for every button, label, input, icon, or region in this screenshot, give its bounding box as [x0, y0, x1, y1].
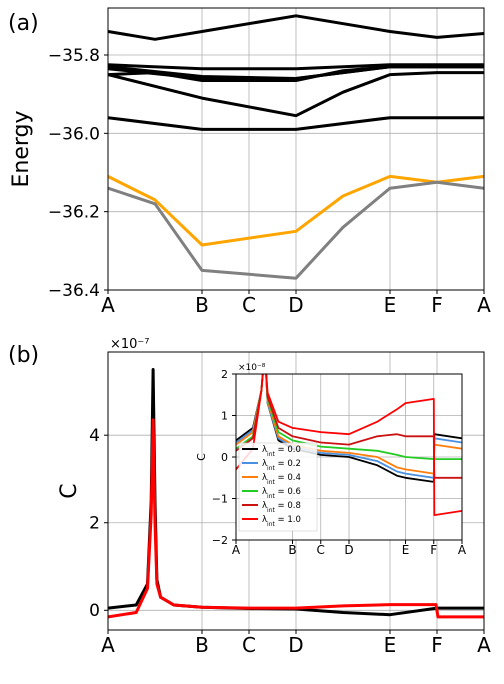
y-tick-label: −36.4: [48, 281, 100, 301]
x-tick-label-B: B: [195, 633, 209, 657]
y-tick-label: −35.8: [48, 46, 100, 66]
series-group: [108, 14, 484, 280]
series-line-8: [108, 180, 484, 280]
x-tick-label-A: A: [101, 633, 115, 657]
x-tick-label-D: D: [288, 293, 303, 317]
x-tick-label-A: A: [232, 543, 241, 557]
x-tick-label-C: C: [317, 543, 325, 557]
y-tick-label: 1: [221, 409, 228, 422]
series-line-1: [108, 418, 484, 619]
y-tick-label: −36.2: [48, 203, 100, 223]
y-tick-label: −2: [212, 534, 228, 547]
y-tick-label: 2: [89, 514, 100, 534]
y-tick-label: 4: [89, 426, 100, 446]
y-tick-label: 0: [89, 601, 100, 621]
x-tick-label-F: F: [431, 633, 443, 657]
x-tick-label-B: B: [195, 293, 209, 317]
x-tick-label-A: A: [101, 293, 115, 317]
panel-0: A B C D E F A −35.8 −36.0 −36.2 −36.4 Energy (a): [8, 7, 491, 317]
series-line-7: [108, 174, 484, 247]
panel-label: (a): [8, 11, 39, 36]
y-axis-label: C: [57, 483, 82, 498]
series-line-5: [108, 71, 484, 118]
x-tick-label-E: E: [384, 633, 397, 657]
legend-box: [238, 442, 318, 532]
x-tick-label-E: E: [384, 293, 397, 317]
x-tick-label-A: A: [477, 633, 491, 657]
x-tick-label-D: D: [288, 633, 303, 657]
series-line-6: [108, 116, 484, 131]
scale-label: ×10⁻⁸: [238, 363, 266, 373]
x-tick-label-F: F: [431, 293, 443, 317]
y-axis-label: C: [195, 453, 208, 461]
x-tick-label-C: C: [242, 293, 256, 317]
x-tick-label-A: A: [458, 543, 467, 557]
panel-label: (b): [8, 343, 39, 368]
x-tick-label-D: D: [344, 543, 353, 557]
x-tick-label-B: B: [288, 543, 296, 557]
x-tick-label-F: F: [430, 543, 437, 557]
series-line-5: [236, 374, 462, 516]
y-tick-label: −1: [212, 492, 228, 505]
scale-label: ×10⁻⁷: [110, 337, 150, 352]
x-tick-label-C: C: [242, 633, 256, 657]
series-line-1: [108, 63, 484, 71]
series-group: [108, 368, 484, 619]
y-tick-label: −36.0: [48, 124, 100, 144]
y-tick-label: 2: [221, 368, 228, 381]
series-line-0: [108, 14, 484, 41]
y-tick-label: 0: [221, 451, 228, 464]
series-line-4: [108, 65, 484, 82]
y-axis-label: Energy: [9, 110, 34, 187]
x-tick-label-E: E: [402, 543, 410, 557]
x-tick-label-A: A: [477, 293, 491, 317]
